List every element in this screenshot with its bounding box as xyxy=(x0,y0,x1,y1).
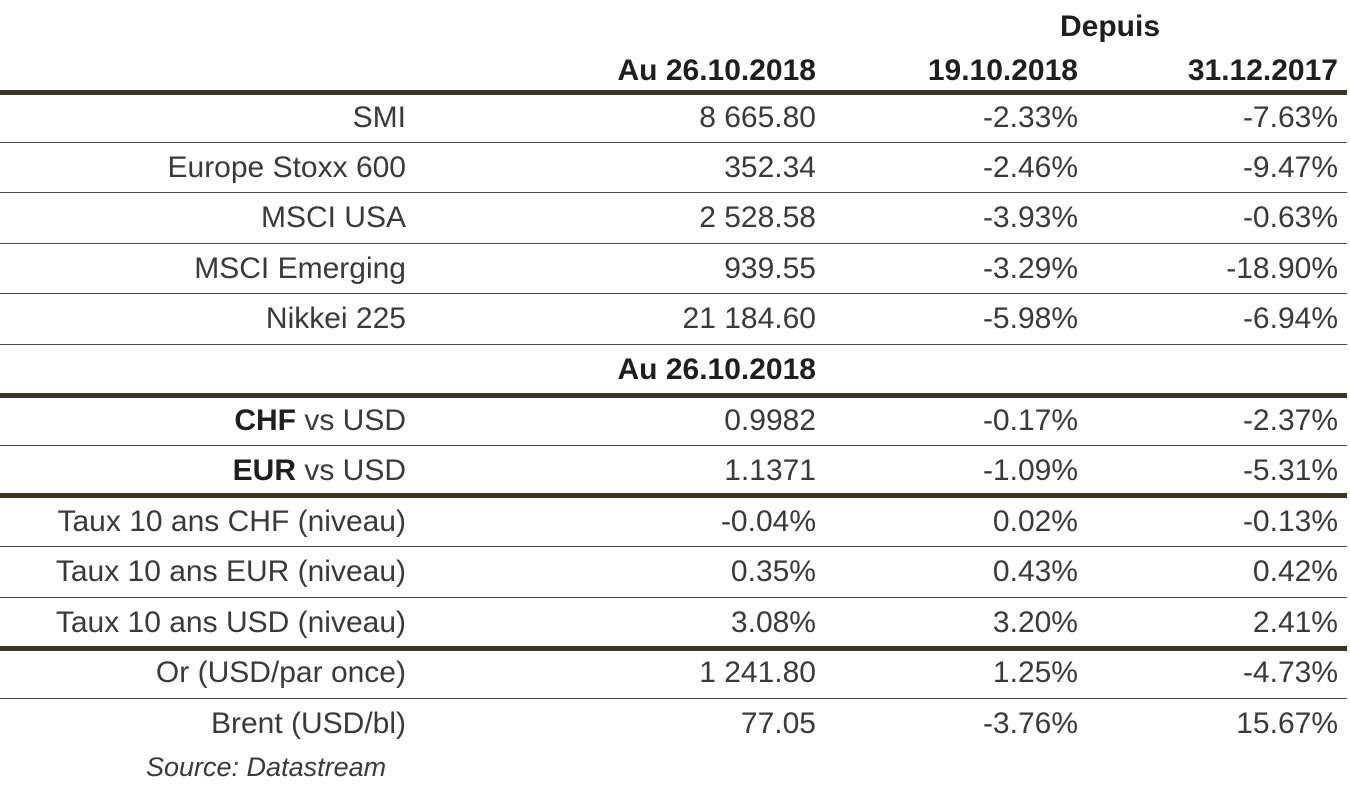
row-divider xyxy=(0,546,1347,547)
row-label: EUR vs USD xyxy=(0,446,406,496)
row-label: Taux 10 ans EUR (niveau) xyxy=(55,555,406,588)
row-divider xyxy=(0,344,1347,345)
row-value: 8 665.80 xyxy=(699,101,816,134)
row-change-1: 3.20% xyxy=(992,606,1078,639)
row-label: MSCI USA xyxy=(260,201,406,234)
row-change-1: 1.25% xyxy=(992,656,1078,689)
row-change-1: -0.17% xyxy=(982,404,1078,437)
header-rule xyxy=(0,90,1347,95)
currency-pair-rest: vs USD xyxy=(295,454,406,487)
row-change-2: 0.42% xyxy=(1252,555,1338,588)
row-divider xyxy=(0,142,1347,143)
row-divider xyxy=(0,597,1347,598)
row-value: 77.05 xyxy=(740,707,816,740)
row-label: Or (USD/par once) xyxy=(155,656,406,689)
row-divider xyxy=(0,293,1347,294)
currency-pair-rest: vs USD xyxy=(295,404,406,437)
row-value: 1.1371 xyxy=(724,454,816,487)
row-value: 1 241.80 xyxy=(699,656,816,689)
row-label: SMI xyxy=(352,101,406,134)
source-note: Source: Datastream xyxy=(146,752,387,782)
row-change-2: 15.67% xyxy=(1236,707,1338,740)
section-rule xyxy=(0,393,1347,398)
row-divider xyxy=(0,243,1347,244)
section-rule xyxy=(0,493,1347,498)
row-label: Nikkei 225 xyxy=(265,302,406,335)
row-divider xyxy=(0,698,1347,699)
row-change-1: -1.09% xyxy=(982,454,1078,487)
row-value: 2 528.58 xyxy=(699,201,816,234)
row-change-2: -9.47% xyxy=(1242,151,1338,184)
row-change-2: -18.90% xyxy=(1226,252,1338,285)
row-change-2: -0.13% xyxy=(1242,505,1338,538)
row-change-2: -6.94% xyxy=(1242,302,1338,335)
row-value: 352.34 xyxy=(724,151,816,184)
row-label: MSCI Emerging xyxy=(194,252,406,285)
row-value: 0.9982 xyxy=(724,404,816,437)
row-change-2: -5.31% xyxy=(1242,454,1338,487)
section-header-asof: Au 26.10.2018 xyxy=(617,353,816,386)
currency-code: CHF xyxy=(234,404,296,437)
row-change-1: 0.02% xyxy=(992,505,1078,538)
column-header-since-1: 19.10.2018 xyxy=(927,54,1078,87)
row-value: 21 184.60 xyxy=(682,302,816,335)
row-change-2: -7.63% xyxy=(1242,101,1338,134)
row-label: Taux 10 ans USD (niveau) xyxy=(55,606,406,639)
row-label: Brent (USD/bl) xyxy=(210,707,406,740)
row-value: 939.55 xyxy=(724,252,816,285)
row-change-1: -5.98% xyxy=(982,302,1078,335)
row-change-1: -3.76% xyxy=(982,707,1078,740)
column-header-since-2: 31.12.2017 xyxy=(1187,54,1338,87)
row-change-1: -2.46% xyxy=(982,151,1078,184)
currency-code: EUR xyxy=(232,454,296,487)
row-change-2: 2.41% xyxy=(1252,606,1338,639)
section-rule xyxy=(0,646,1347,651)
row-change-2: -4.73% xyxy=(1242,656,1338,689)
row-change-2: -2.37% xyxy=(1242,404,1338,437)
row-divider xyxy=(0,445,1347,446)
row-value: 0.35% xyxy=(730,555,816,588)
since-header: Depuis xyxy=(1059,10,1161,43)
row-change-1: -3.29% xyxy=(982,252,1078,285)
row-divider xyxy=(0,192,1347,193)
row-change-1: 0.43% xyxy=(992,555,1078,588)
row-change-1: -3.93% xyxy=(982,201,1078,234)
column-header-asof: Au 26.10.2018 xyxy=(617,54,816,87)
row-value: -0.04% xyxy=(720,505,816,538)
row-label: CHF vs USD xyxy=(0,396,406,446)
row-change-2: -0.63% xyxy=(1242,201,1338,234)
row-label: Taux 10 ans CHF (niveau) xyxy=(57,505,407,538)
row-change-1: -2.33% xyxy=(982,101,1078,134)
row-label: Europe Stoxx 600 xyxy=(167,151,407,184)
row-value: 3.08% xyxy=(730,606,816,639)
